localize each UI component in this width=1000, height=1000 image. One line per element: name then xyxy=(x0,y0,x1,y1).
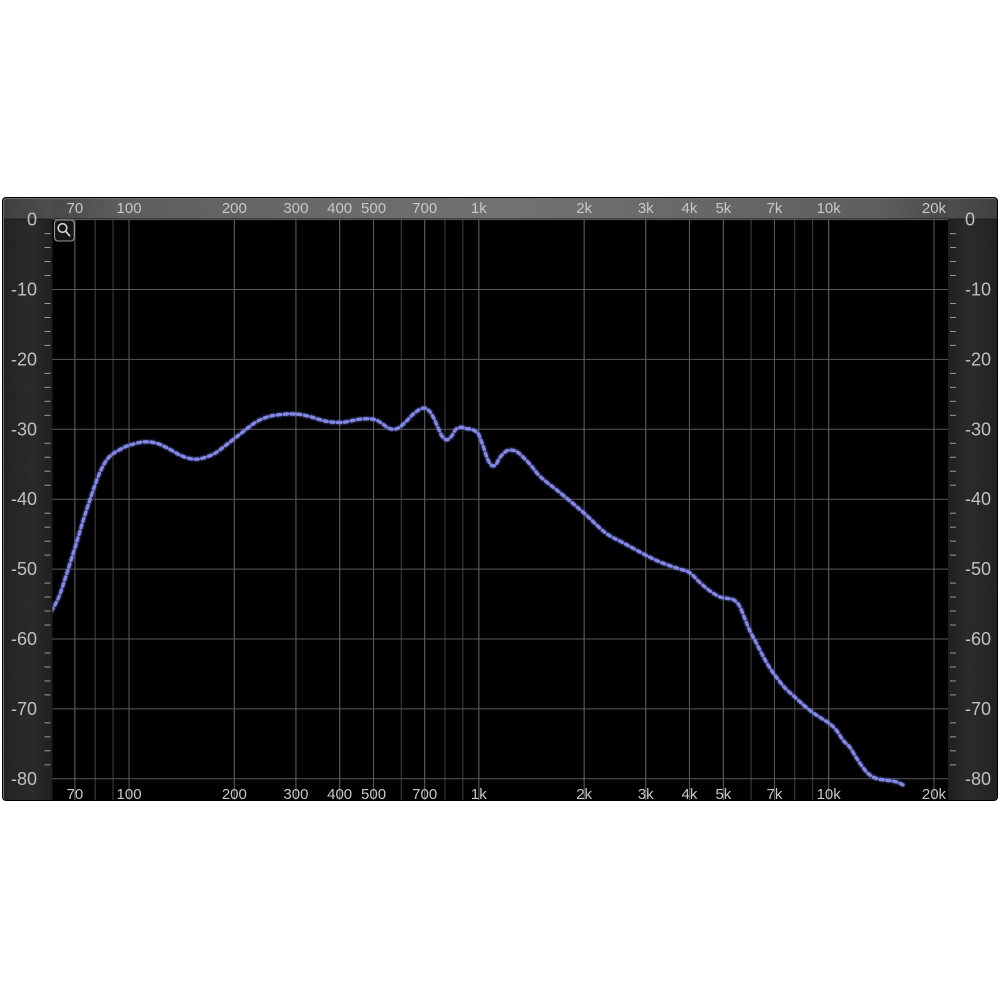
svg-text:3k: 3k xyxy=(638,200,654,217)
svg-text:200: 200 xyxy=(222,200,247,217)
svg-text:-30: -30 xyxy=(11,419,37,439)
svg-text:500: 500 xyxy=(361,200,386,217)
svg-text:400: 400 xyxy=(327,786,352,801)
svg-text:-60: -60 xyxy=(11,629,37,649)
svg-text:700: 700 xyxy=(412,786,437,801)
svg-text:-10: -10 xyxy=(11,280,37,300)
svg-text:-40: -40 xyxy=(11,489,37,509)
svg-text:-80: -80 xyxy=(965,769,991,789)
svg-text:-50: -50 xyxy=(11,559,37,579)
svg-text:5k: 5k xyxy=(715,786,731,801)
svg-text:200: 200 xyxy=(222,786,247,801)
svg-text:-30: -30 xyxy=(965,419,991,439)
svg-text:5k: 5k xyxy=(715,200,731,217)
svg-text:20k: 20k xyxy=(922,200,947,217)
svg-text:-80: -80 xyxy=(11,769,37,789)
svg-text:400: 400 xyxy=(327,200,352,217)
svg-text:-40: -40 xyxy=(965,489,991,509)
svg-text:20k: 20k xyxy=(922,786,947,801)
svg-text:100: 100 xyxy=(117,200,142,217)
svg-text:500: 500 xyxy=(361,786,386,801)
svg-text:-60: -60 xyxy=(965,629,991,649)
svg-text:300: 300 xyxy=(283,200,308,217)
svg-text:-20: -20 xyxy=(11,349,37,369)
svg-text:7k: 7k xyxy=(767,786,783,801)
svg-text:10k: 10k xyxy=(817,786,842,801)
svg-text:1k: 1k xyxy=(471,200,487,217)
svg-text:3k: 3k xyxy=(638,786,654,801)
svg-text:70: 70 xyxy=(67,200,84,217)
svg-text:10k: 10k xyxy=(817,200,842,217)
svg-text:4k: 4k xyxy=(682,200,698,217)
svg-text:70: 70 xyxy=(67,786,84,801)
svg-text:-50: -50 xyxy=(965,559,991,579)
svg-text:0: 0 xyxy=(27,210,37,230)
svg-text:-70: -70 xyxy=(11,699,37,719)
svg-text:-70: -70 xyxy=(965,699,991,719)
svg-text:100: 100 xyxy=(117,786,142,801)
svg-text:-20: -20 xyxy=(965,349,991,369)
svg-text:2k: 2k xyxy=(576,200,592,217)
svg-text:4k: 4k xyxy=(682,786,698,801)
svg-text:700: 700 xyxy=(412,200,437,217)
svg-text:-10: -10 xyxy=(965,280,991,300)
svg-text:7k: 7k xyxy=(767,200,783,217)
svg-text:2k: 2k xyxy=(576,786,592,801)
svg-text:0: 0 xyxy=(965,210,975,230)
svg-text:1k: 1k xyxy=(471,786,487,801)
svg-text:300: 300 xyxy=(283,786,308,801)
